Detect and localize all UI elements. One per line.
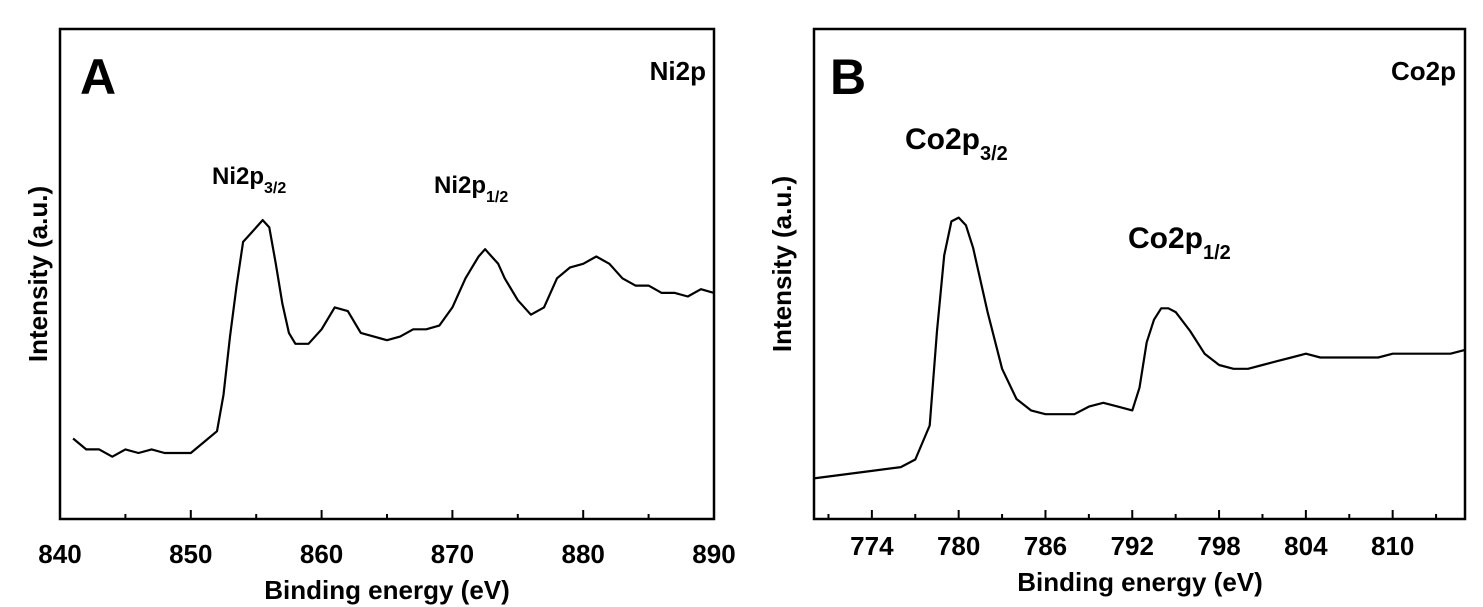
peak-label-co2p-3-2-main: Co2p — [905, 123, 980, 156]
x-tick-label: 840 — [38, 539, 81, 569]
peak-label-ni2p-1-2: Ni2p1/2 — [434, 172, 508, 206]
x-tick-label: 860 — [300, 539, 343, 569]
y-axis-title-a: Intensity (a.u.) — [23, 186, 53, 362]
peak-label-ni2p-1-2-main: Ni2p — [434, 172, 486, 199]
x-tick-label: 880 — [562, 539, 605, 569]
ni2p-spectrum-line — [72, 219, 715, 458]
x-tick-label: 870 — [431, 539, 474, 569]
x-ticks-a — [59, 510, 715, 519]
peak-label-co2p-1-2-main: Co2p — [1128, 222, 1203, 255]
x-tick-label: 774 — [850, 531, 894, 561]
panel-letter-a: A — [80, 49, 116, 105]
peak-label-co2p-3-2-sub: 3/2 — [980, 143, 1008, 165]
peak-label-co2p-1-2: Co2p1/2 — [1128, 222, 1231, 264]
x-axis-title-a: Binding energy (eV) — [264, 575, 510, 605]
peak-label-ni2p-1-2-sub: 1/2 — [486, 189, 508, 206]
x-tick-label: 786 — [1024, 531, 1067, 561]
y-axis-title-b: Intensity (a.u.) — [767, 176, 797, 352]
x-tick-labels-a: 840 850 860 870 880 890 — [38, 539, 735, 569]
peak-label-ni2p-3-2-sub: 3/2 — [264, 180, 286, 197]
panel-letter-b: B — [830, 49, 866, 105]
x-tick-label: 850 — [169, 539, 212, 569]
x-tick-label: 792 — [1111, 531, 1154, 561]
x-tick-label: 780 — [937, 531, 980, 561]
x-axis-title-b: Binding energy (eV) — [1017, 567, 1263, 597]
panel-title-a: Ni2p — [650, 56, 706, 86]
co2p-spectrum-line — [813, 216, 1466, 480]
panel-a-ni2p: 840 850 860 870 880 890 A Ni2p Ni2p3/2 Ni2p1/… — [23, 27, 736, 605]
x-tick-label: 804 — [1284, 531, 1328, 561]
x-ticks-b — [827, 510, 1438, 519]
peak-label-co2p-3-2: Co2p3/2 — [905, 123, 1008, 165]
x-tick-labels-b: 774 780 786 792 798 804 810 — [850, 531, 1414, 561]
plot-frame-b — [812, 27, 1467, 521]
x-tick-label: 810 — [1371, 531, 1414, 561]
x-tick-label: 798 — [1197, 531, 1240, 561]
peak-label-ni2p-3-2: Ni2p3/2 — [212, 163, 286, 197]
panel-b-co2p: 774 780 786 792 798 804 810 B Co2p Co2p3/2 Co2… — [767, 27, 1467, 597]
plot-frame-a — [58, 27, 716, 521]
peak-label-ni2p-3-2-main: Ni2p — [212, 163, 264, 190]
panel-title-b: Co2p — [1391, 56, 1456, 86]
x-tick-label: 890 — [692, 539, 735, 569]
peak-label-co2p-1-2-sub: 1/2 — [1203, 242, 1231, 264]
